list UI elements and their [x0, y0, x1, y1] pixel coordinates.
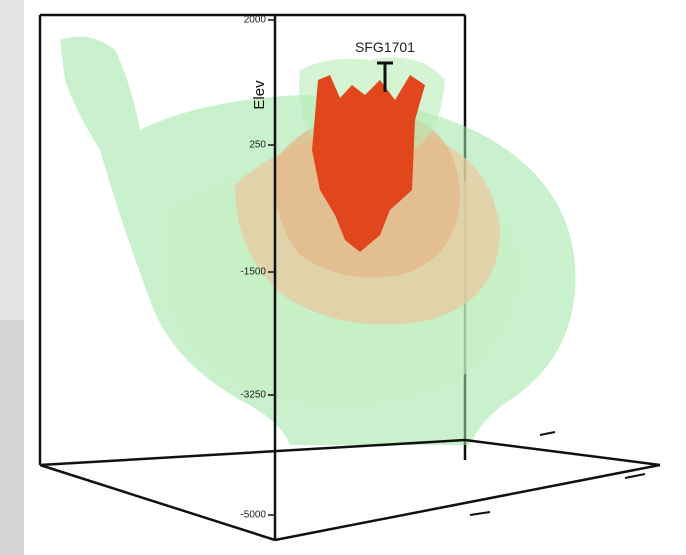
tick-label: 250 [249, 140, 266, 151]
axis-label: Elev [251, 80, 268, 110]
well-label: SFG1701 [355, 39, 415, 55]
tick-label: 2000 [244, 15, 267, 26]
side-strip-lower [0, 320, 24, 555]
tick-label: -1500 [240, 267, 266, 278]
side-strip [0, 0, 24, 320]
tick-label: -3250 [240, 390, 266, 401]
model-view: SFG1701 Elev 2000 250 -1500 -3250 -5000 [0, 0, 686, 555]
tick-label: -5000 [240, 510, 266, 521]
